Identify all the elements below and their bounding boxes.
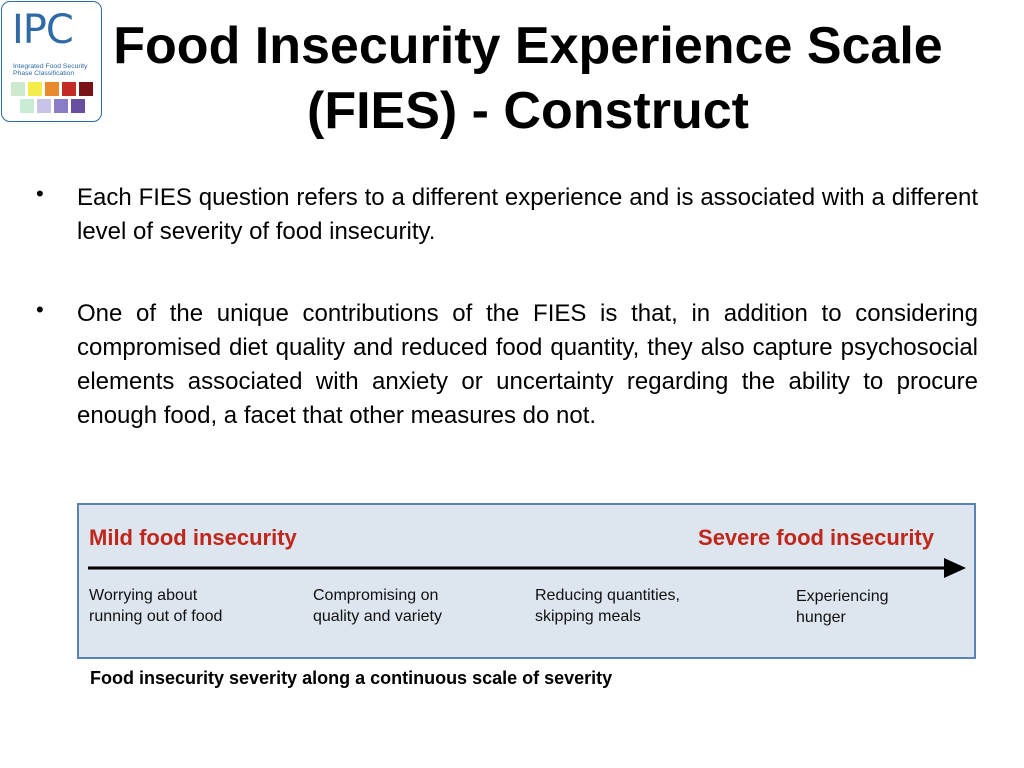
logo-swatch-2 (28, 82, 42, 96)
figure-caption: Food insecurity severity along a continu… (90, 668, 613, 688)
title-line2: (FIES) - Construct (307, 82, 749, 140)
bullet-marker: • (36, 297, 44, 322)
bullet-marker: • (36, 181, 44, 206)
stage-reducing: Reducing quantities, skipping meals (535, 585, 680, 627)
stage-line2: skipping meals (535, 608, 641, 625)
stage-line2: hunger (796, 609, 846, 626)
stage-line1: Worrying about (89, 587, 198, 604)
logo-swatch-3 (45, 82, 59, 96)
stage-line1: Compromising on (313, 587, 439, 604)
severe-label: Severe food insecurity (698, 525, 934, 550)
mild-label: Mild food insecurity (89, 525, 297, 550)
logo-swatch-9 (71, 99, 85, 113)
bullet-text: One of the unique contributions of the F… (77, 300, 978, 429)
stage-line2: running out of food (89, 608, 223, 625)
logo-subtitle: Integrated Food Security Phase Classific… (13, 63, 95, 78)
stage-compromising: Compromising on quality and variety (313, 585, 442, 627)
logo-swatch-7 (37, 99, 51, 113)
ipc-logo: IPC Integrated Food Security Phase Class… (1, 1, 102, 122)
logo-swatch-8 (54, 99, 68, 113)
logo-subtitle-line2: Phase Classification (13, 70, 75, 78)
stage-worrying: Worrying about running out of food (89, 585, 222, 627)
logo-swatch-1 (11, 82, 25, 96)
logo-swatch-6 (20, 99, 34, 113)
bullet-text: Each FIES question refers to a different… (77, 184, 978, 245)
logo-swatch-4 (62, 82, 76, 96)
page-title: Food Insecurity Experience Scale (FIES) … (100, 14, 956, 144)
logo-text: IPC (12, 7, 74, 53)
stage-line2: quality and variety (313, 608, 442, 625)
logo-swatch-5 (79, 82, 93, 96)
title-line1: Food Insecurity Experience Scale (113, 17, 943, 75)
logo-subtitle-line1: Integrated Food Security (13, 63, 88, 70)
stage-hunger: Experiencing hunger (796, 586, 889, 628)
severity-scale-diagram: Mild food insecurity Severe food insecur… (77, 503, 976, 659)
stage-line1: Reducing quantities, (535, 587, 680, 604)
stage-line1: Experiencing (796, 588, 889, 605)
severity-arrow (88, 558, 966, 578)
